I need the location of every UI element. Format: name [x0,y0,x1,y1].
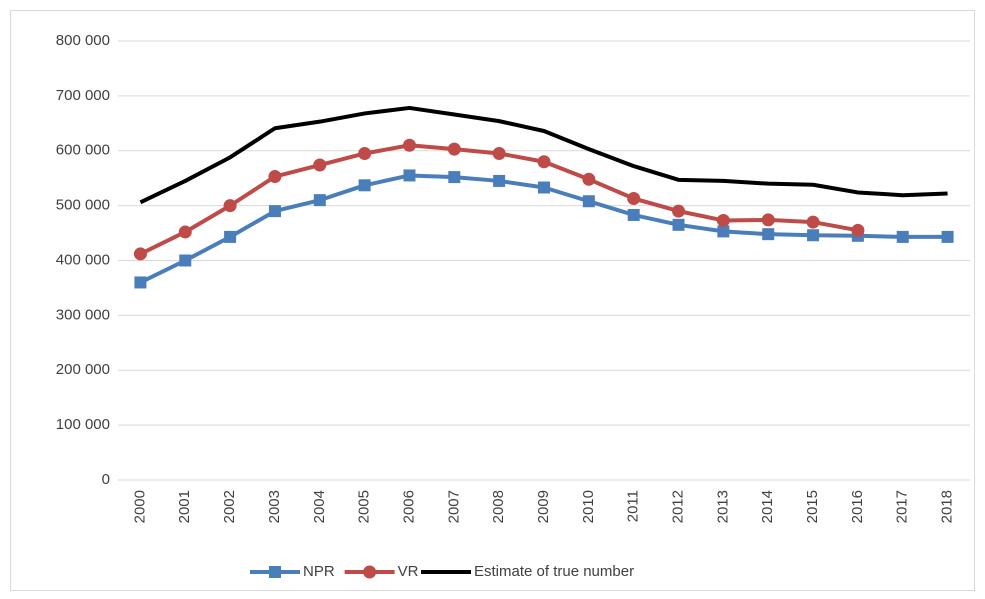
y-tick-label: 0 [102,471,110,488]
marker [178,225,192,239]
marker [268,170,282,184]
series [134,169,954,289]
legend-label: Estimate of true number [474,563,634,580]
chart-border [10,10,975,591]
marker [627,191,641,205]
x-tick-label: 2011 [625,490,642,522]
marker [807,229,820,242]
marker [269,566,281,578]
marker [268,205,281,218]
marker [717,225,730,238]
marker [358,146,372,160]
y-tick-label: 700 000 [56,87,110,104]
x-tick-label: 2014 [759,490,776,523]
x-tick-label: 2018 [939,490,956,523]
marker [133,247,147,261]
marker [402,138,416,152]
marker [761,213,775,227]
marker [582,195,595,208]
marker [538,181,550,194]
marker [716,213,730,227]
y-tick-label: 200 000 [56,361,110,378]
y-tick-label: 100 000 [56,416,110,433]
x-tick-label: 2004 [311,490,328,523]
marker [896,230,909,243]
x-tick-label: 2005 [356,490,373,523]
x-tick-label: 2000 [131,490,148,523]
y-tick-label: 400 000 [56,251,110,268]
marker [358,179,371,192]
legend-label: NPR [303,563,335,580]
marker [363,565,377,579]
x-tick-label: 2007 [445,490,462,523]
marker [313,158,327,172]
marker [672,218,685,231]
series [139,105,948,205]
marker [672,204,686,218]
marker [851,223,865,237]
y-tick-label: 800 000 [56,32,110,49]
legend-label: VR [398,563,419,580]
x-tick-label: 2001 [176,490,193,523]
x-tick-label: 2017 [894,490,911,523]
marker [448,171,461,184]
marker [224,230,237,243]
x-tick-label: 2016 [849,490,866,523]
x-tick-label: 2015 [804,490,821,523]
x-tick-label: 2003 [266,490,283,523]
y-tick-label: 500 000 [56,197,110,214]
marker [447,142,461,156]
x-tick-label: 2010 [580,490,597,523]
x-tick-label: 2002 [221,490,238,523]
marker [627,208,640,221]
marker [313,194,326,207]
marker [762,228,775,241]
x-tick-label: 2006 [400,490,417,523]
marker [537,155,551,169]
marker [941,230,954,243]
x-tick-label: 2012 [669,490,686,523]
line [139,105,948,205]
marker [134,276,147,289]
marker [493,174,506,187]
marker [179,254,192,267]
marker [403,169,416,182]
marker [582,172,596,186]
series [133,138,865,261]
y-tick-label: 600 000 [56,142,110,159]
marker [806,215,820,229]
x-tick-label: 2009 [535,490,552,523]
marker [223,199,237,213]
x-tick-label: 2008 [490,490,507,523]
marker [492,146,506,160]
y-tick-label: 300 000 [56,306,110,323]
x-tick-label: 2013 [714,490,731,523]
